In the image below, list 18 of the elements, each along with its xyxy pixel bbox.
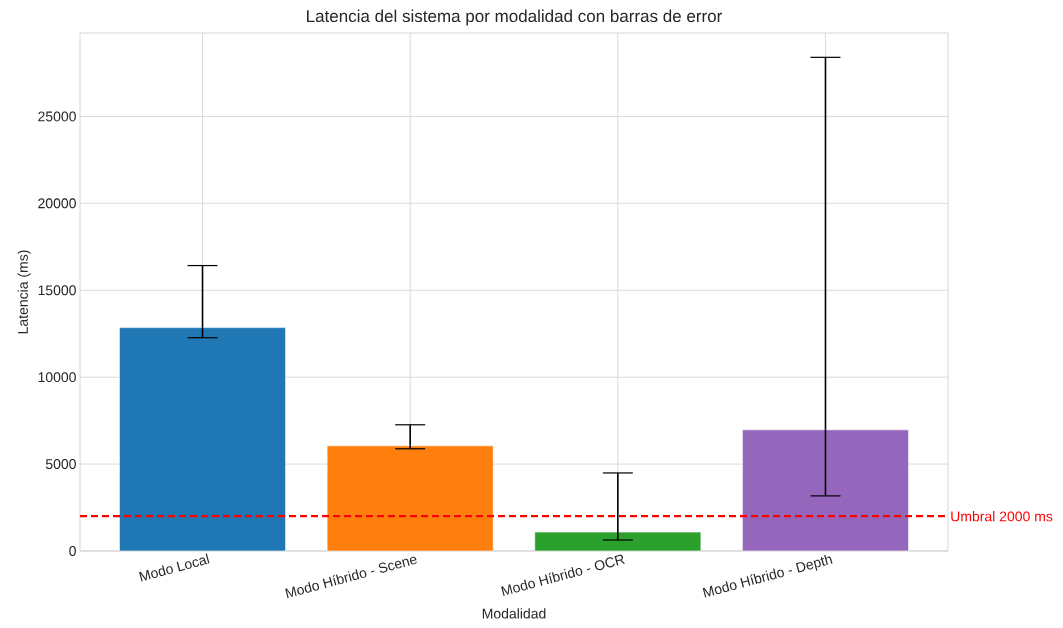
bar [326,445,494,552]
x-tick-label: Modo Híbrido - Depth [702,554,833,598]
bar [742,429,909,552]
y-tick-label: 5000 [45,459,76,470]
x-tick-label: Modo Híbrido - OCR [501,554,626,596]
ref-line-label: Umbral 2000 ms [951,511,1053,522]
y-tick-label: 0 [69,546,76,556]
y-tick-label: 25000 [38,111,76,122]
x-tick-label: Modo Local [139,553,210,582]
bar [534,531,702,552]
y-tick-label: 15000 [38,285,76,296]
y-tick-label: 10000 [38,372,76,383]
bar [119,327,286,552]
x-axis-title: Modalidad [482,608,546,619]
y-tick-label: 20000 [38,198,76,209]
chart-title: Latencia del sistema por modalidad con barras de error [307,9,722,26]
y-axis-title: Latencia (ms) [17,250,31,334]
x-tick-label: Modo Híbrido - Scene [285,556,417,599]
